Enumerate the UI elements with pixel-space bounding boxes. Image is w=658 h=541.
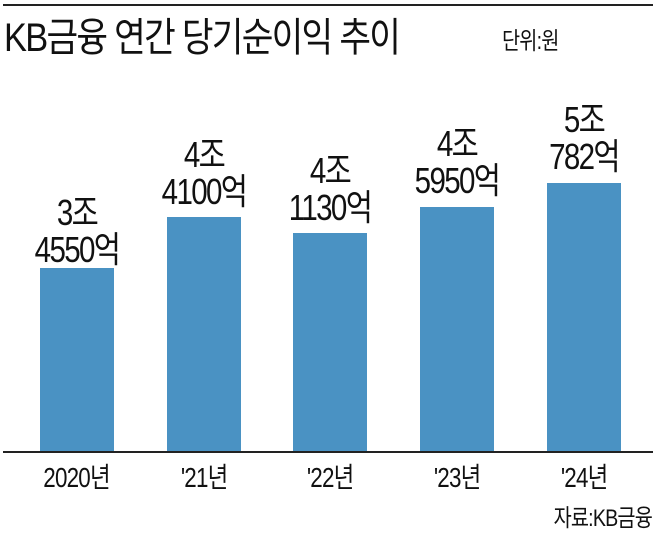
bar-2022 [293, 233, 367, 452]
unit-note: 단위:원 [502, 28, 559, 55]
x-tick-label: '22년 [306, 462, 354, 493]
bar-2020 [40, 268, 114, 452]
data-label: 5조 782억 [549, 99, 620, 177]
bar-2023 [420, 207, 494, 452]
bar-2021 [167, 217, 241, 452]
data-label: 3조 4550억 [34, 192, 121, 270]
bar-2024 [547, 183, 621, 452]
data-label: 4조 1130억 [288, 150, 373, 228]
top-rule [3, 4, 653, 6]
data-label: 4조 5950억 [414, 123, 501, 201]
x-tick-label: 2020년 [43, 462, 111, 493]
x-axis-baseline [3, 451, 653, 453]
data-label: 4조 4100억 [161, 134, 248, 212]
x-tick-label: '23년 [433, 462, 481, 493]
x-tick-label: '24년 [560, 462, 608, 493]
x-tick-label: '21년 [180, 462, 228, 493]
source-note: 자료:KB금융 [553, 505, 653, 532]
chart-title: KB금융 연간 당기순이익 추이 [4, 16, 401, 60]
